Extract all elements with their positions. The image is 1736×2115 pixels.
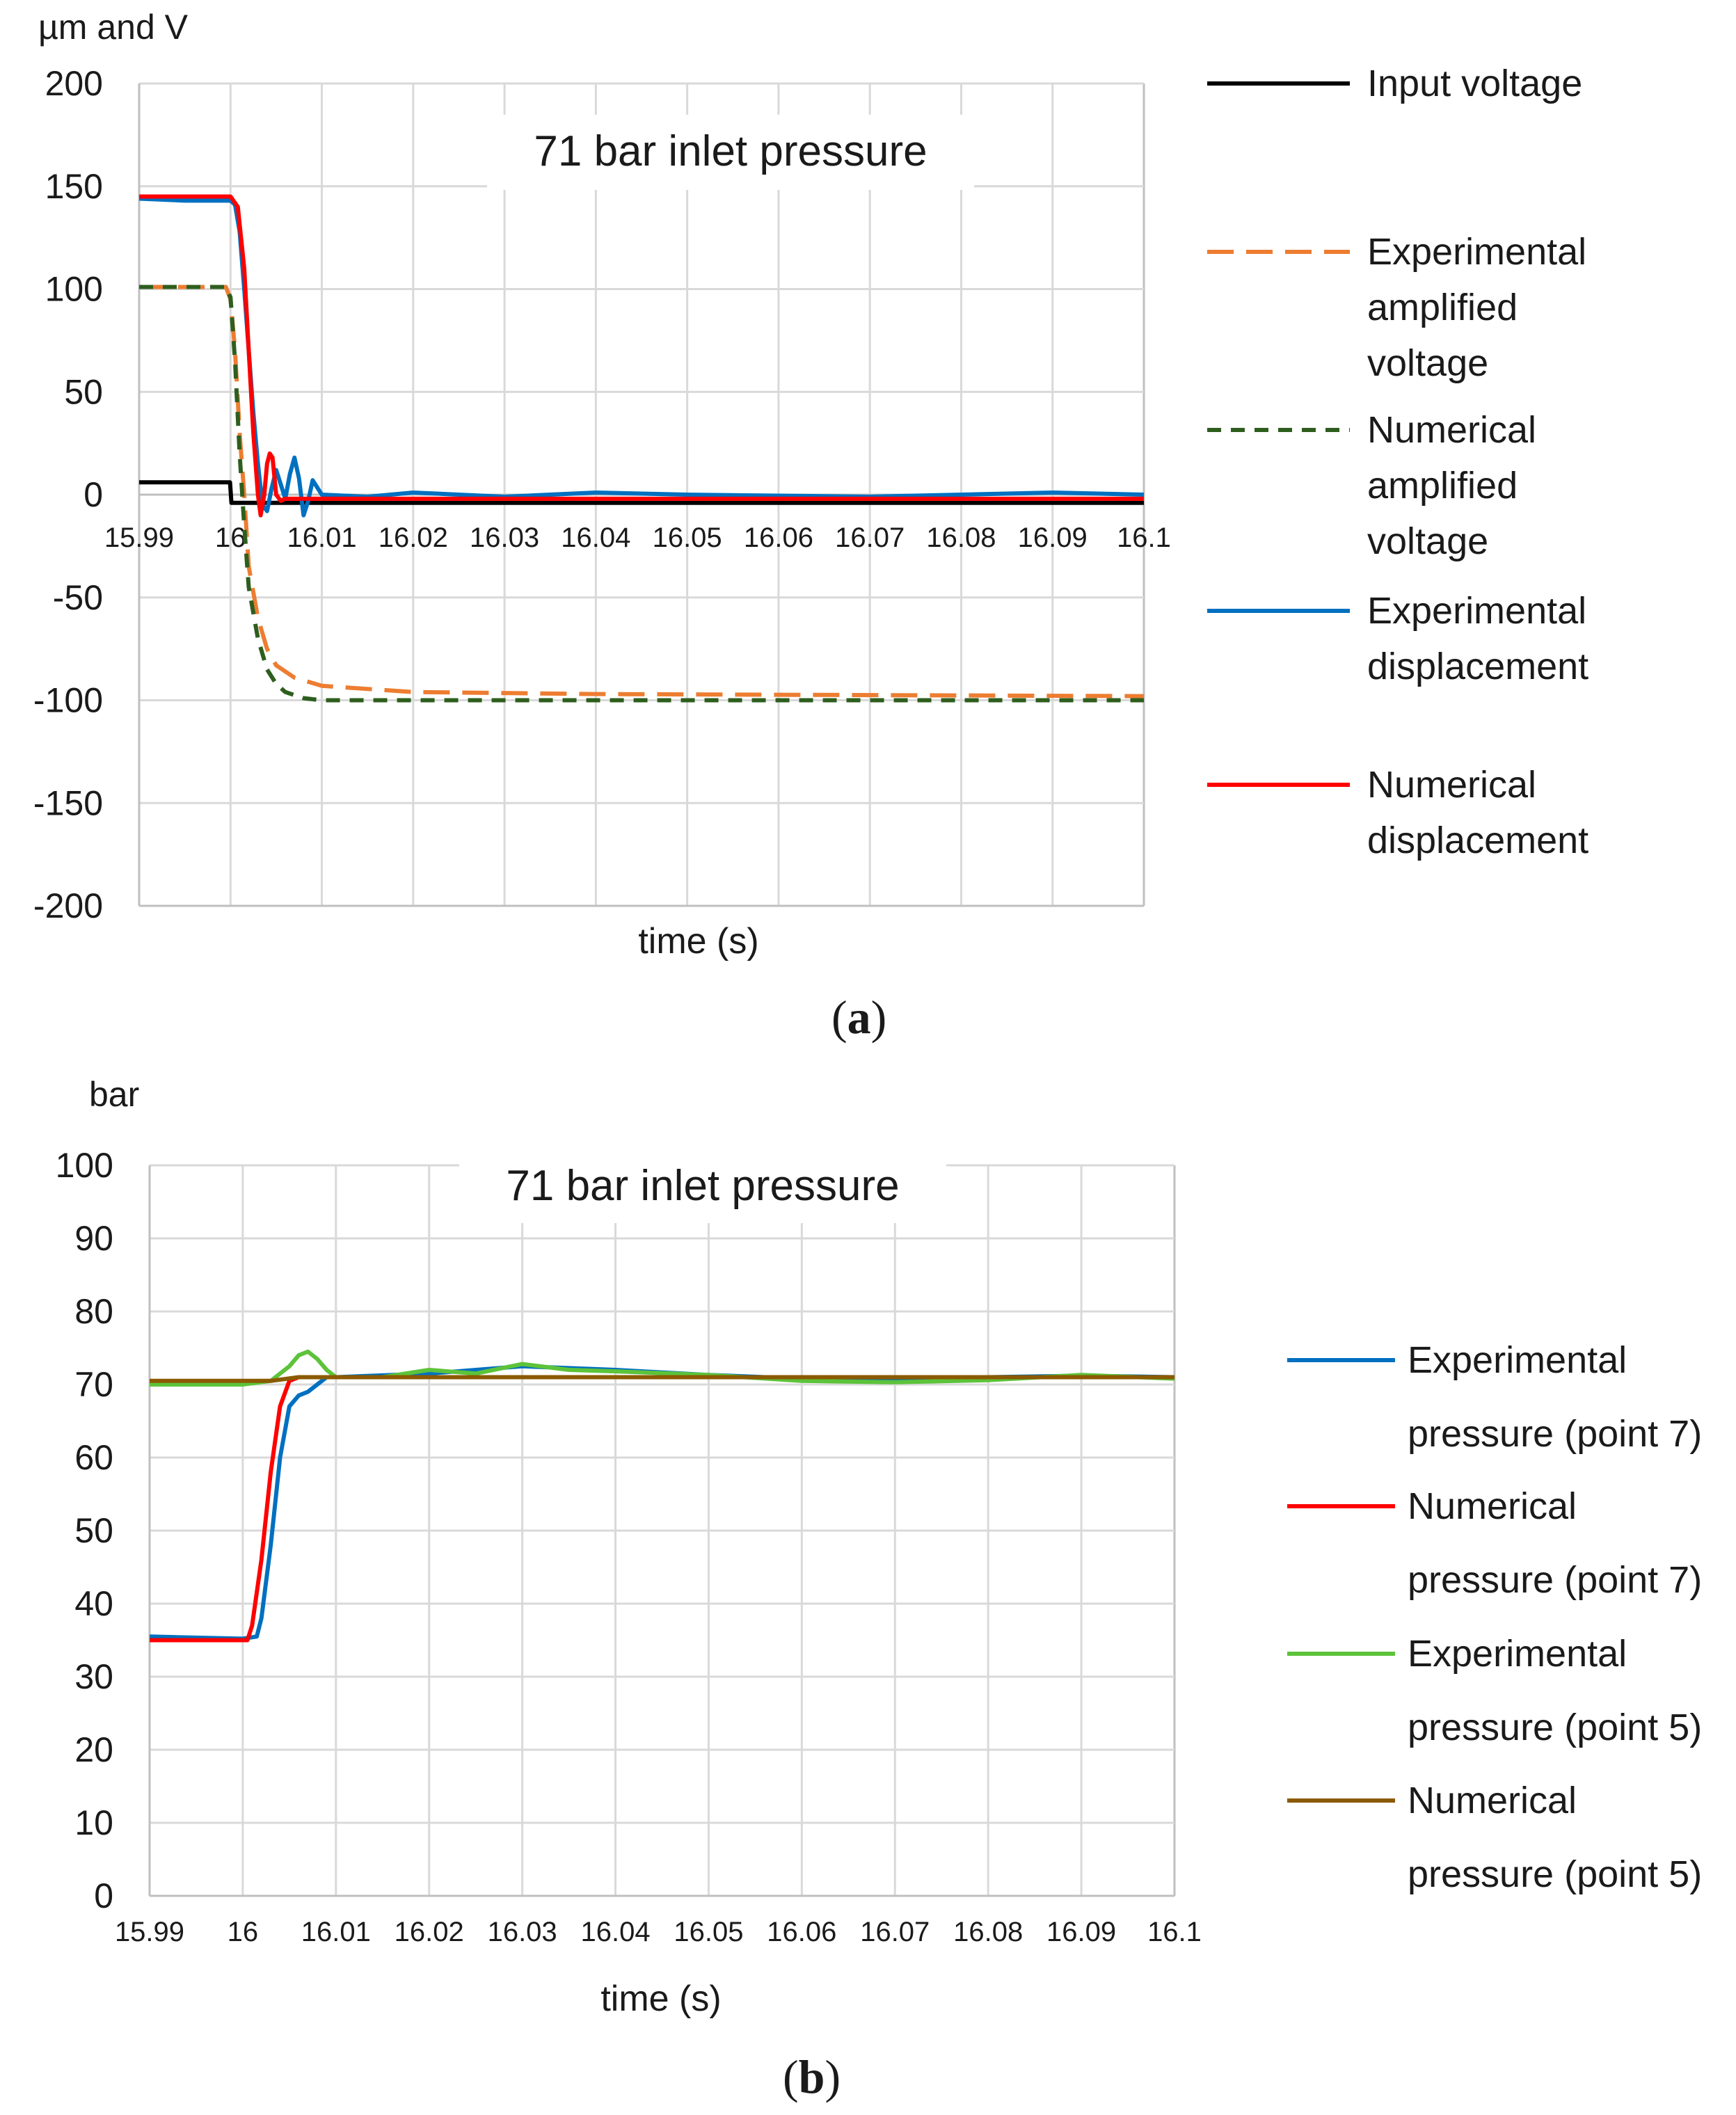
series-line [150, 1349, 1175, 1387]
legend-label: Experimental [1408, 1339, 1627, 1381]
legend-label: Input voltage [1367, 63, 1582, 104]
x-tick-label: 16.08 [953, 1917, 1023, 1947]
series-line [149, 1364, 1175, 1641]
legend-label: pressure (point 5) [1408, 1707, 1702, 1748]
legend-label: pressure (point 7) [1408, 1559, 1702, 1601]
y-tick-label: 70 [74, 1365, 113, 1404]
y-tick-label: -50 [53, 578, 103, 617]
x-tick-label: 16.09 [1046, 1917, 1116, 1947]
x-tick-label: 16.05 [653, 522, 722, 553]
panel-b-unit-label: bar [89, 1075, 139, 1114]
panel-b-label: (b) [783, 2050, 841, 2103]
legend-label: amplified [1367, 465, 1518, 506]
y-tick-label: 150 [45, 167, 103, 206]
legend-label: pressure (point 5) [1408, 1853, 1702, 1895]
legend-label: amplified [1367, 287, 1518, 328]
x-tick-label: 16.07 [860, 1917, 930, 1947]
y-tick-label: 40 [74, 1584, 113, 1623]
y-tick-label: 90 [74, 1219, 113, 1258]
legend-label: pressure (point 7) [1408, 1413, 1702, 1455]
panel-b-title-box [459, 1148, 946, 1223]
x-tick-label: 16.02 [395, 1917, 464, 1947]
legend-label: voltage [1367, 520, 1488, 562]
panel-a-legend: Input voltage Experimental amplified voltag… [1207, 63, 1588, 861]
panel-b-label-letter: b [799, 2050, 825, 2103]
panel-a-x-axis-title: time (s) [638, 921, 758, 961]
legend-label: Experimental [1408, 1633, 1627, 1675]
panel-b-title: 71 bar inlet pressure [506, 1162, 899, 1210]
panel-a-title: 71 bar inlet pressure [534, 127, 927, 175]
x-tick-label: 16.07 [835, 522, 905, 553]
legend-label: displacement [1367, 646, 1588, 687]
y-tick-label: 30 [74, 1657, 113, 1696]
legend-label: voltage [1367, 342, 1488, 384]
x-tick-label: 16.01 [301, 1917, 371, 1947]
x-tick-label: 16.1 [1147, 1917, 1202, 1947]
y-tick-label: 100 [56, 1146, 113, 1185]
x-tick-label: 16.04 [580, 1917, 650, 1947]
y-tick-label: 80 [74, 1292, 113, 1331]
legend-label: displacement [1367, 820, 1588, 861]
y-tick-label: 10 [74, 1803, 113, 1842]
series-line [139, 194, 1144, 518]
y-tick-label: -200 [33, 886, 103, 925]
x-tick-label: 16.06 [767, 1917, 836, 1947]
x-tick-label: 15.99 [104, 522, 174, 553]
panel-a-unit-label: µm and V [38, 8, 189, 47]
x-tick-label: 16.1 [1117, 522, 1171, 553]
series-line [139, 480, 1144, 505]
x-tick-label: 16.05 [674, 1917, 743, 1947]
x-tick-label: 16.01 [287, 522, 356, 553]
panel-a-series [138, 194, 1145, 703]
panel-a-chart: µm and V 200 150 100 50 0 -50 -100 -150 -200 15.… [33, 8, 1588, 1044]
series-line [139, 285, 1144, 703]
y-tick-label: 0 [83, 475, 103, 514]
legend-label: Numerical [1367, 764, 1536, 806]
series-line [150, 1375, 1174, 1383]
y-tick-label: 0 [94, 1876, 113, 1915]
x-tick-label: 16.08 [926, 522, 996, 553]
panel-a-title-box [487, 115, 974, 190]
series-line [138, 196, 1145, 518]
panel-b-x-ticks: 15.99 16 16.01 16.02 16.03 16.04 16.05 16.06 16.… [115, 1917, 1202, 1947]
panel-a-x-ticks: 15.99 16 16.01 16.02 16.03 16.04 16.05 16.06 16.… [104, 522, 1171, 553]
x-tick-label: 16 [228, 1917, 259, 1947]
x-tick-label: 16.03 [488, 1917, 557, 1947]
legend-label: Numerical [1408, 1485, 1577, 1527]
x-tick-label: 16.09 [1018, 522, 1088, 553]
x-tick-label: 16 [215, 522, 246, 553]
y-tick-label: 50 [64, 372, 103, 411]
x-tick-label: 16.04 [561, 522, 630, 553]
x-tick-label: 15.99 [115, 1917, 184, 1947]
y-tick-label: 20 [74, 1730, 113, 1769]
y-tick-label: 60 [74, 1438, 113, 1477]
legend-label: Numerical [1367, 409, 1536, 451]
y-tick-label: 50 [74, 1511, 113, 1550]
panel-a-label: (a) [831, 991, 886, 1044]
panel-b-series [149, 1349, 1175, 1643]
y-tick-label: -150 [33, 783, 103, 822]
series-line [150, 1375, 1174, 1643]
y-tick-label: -100 [33, 681, 103, 720]
panel-b-x-axis-title: time (s) [600, 1979, 721, 2019]
panel-b-grid [148, 1164, 1176, 1897]
legend-label: Experimental [1367, 231, 1586, 273]
x-tick-label: 16.03 [470, 522, 539, 553]
panel-a-label-letter: a [847, 991, 871, 1044]
legend-label: Numerical [1408, 1780, 1577, 1821]
y-tick-label: 200 [45, 64, 103, 103]
x-tick-label: 16.06 [744, 522, 813, 553]
series-line [139, 285, 1145, 699]
x-tick-label: 16.02 [379, 522, 448, 553]
panel-b-legend: Experimental pressure (point 7) Numerical p… [1287, 1339, 1702, 1895]
legend-label: Experimental [1367, 590, 1586, 632]
panel-a-y-ticks: 200 150 100 50 0 -50 -100 -150 -200 [33, 64, 103, 925]
y-tick-label: 100 [45, 270, 103, 309]
